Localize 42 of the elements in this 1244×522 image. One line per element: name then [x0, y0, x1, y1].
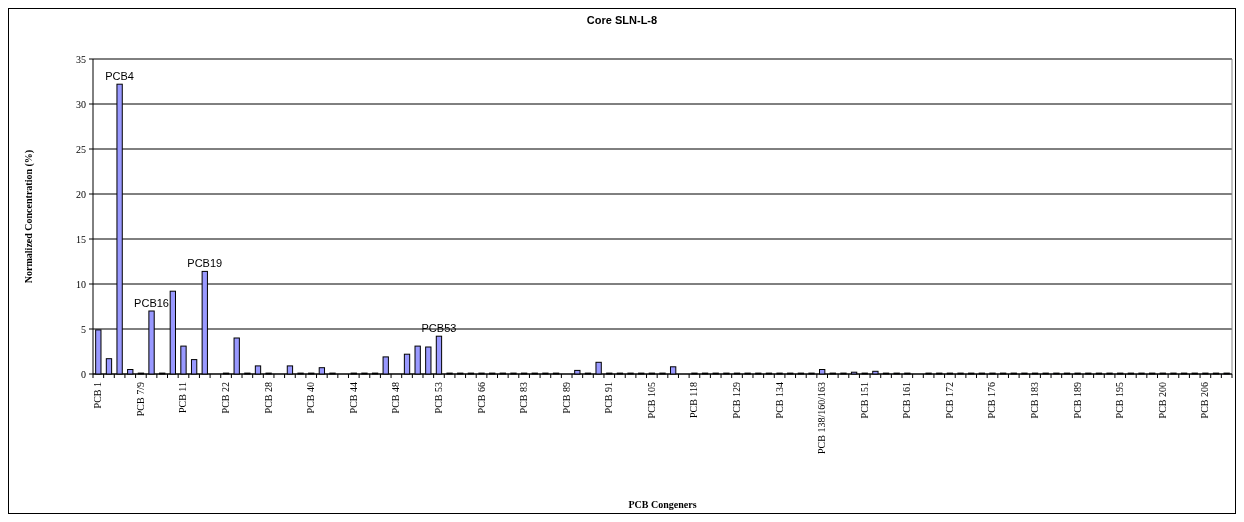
- data-label: PCB16: [134, 297, 169, 309]
- x-axis-title: PCB Congeners: [628, 499, 697, 510]
- y-tick-label: 5: [81, 323, 86, 335]
- x-tick-label: PCB 176: [986, 382, 998, 419]
- data-label: PCB4: [105, 70, 134, 83]
- x-tick-label: PCB 28: [262, 382, 274, 414]
- x-tick-label: PCB 172: [943, 382, 955, 419]
- x-tick-label: PCB 40: [305, 382, 317, 414]
- x-tick-label: PCB 1: [92, 382, 104, 409]
- data-label: PCB19: [187, 257, 223, 270]
- x-tick-label: PCB 66: [475, 382, 487, 414]
- x-tick-label: PCB 89: [560, 382, 572, 414]
- x-tick-label: PCB 129: [731, 382, 743, 419]
- x-tick-label: PCB 138/160/163: [816, 382, 828, 454]
- x-tick-label: PCB 118: [688, 382, 700, 419]
- y-tick-label: 25: [76, 143, 86, 155]
- x-tick-label: PCB 22: [220, 382, 232, 414]
- y-tick-label: 0: [81, 368, 86, 380]
- x-tick-label: PCB 200: [1156, 382, 1168, 419]
- x-tick-label: PCB 134: [773, 382, 785, 419]
- x-tick-label: PCB 189: [1071, 382, 1083, 419]
- x-tick-label: PCB 83: [518, 382, 530, 414]
- y-tick-label: 15: [76, 233, 86, 245]
- y-tick-label: 35: [76, 53, 86, 65]
- x-tick-label: PCB 151: [858, 382, 870, 419]
- y-tick-label: 20: [76, 188, 86, 200]
- chart-title: Core SLN-L-8: [586, 14, 658, 26]
- x-tick-label: PCB 91: [603, 382, 615, 414]
- x-tick-label: PCB 7/9: [134, 382, 146, 417]
- x-tick-label: PCB 105: [645, 382, 657, 419]
- data-label: PCB53: [421, 322, 457, 335]
- x-tick-label: PCB 206: [1199, 382, 1211, 419]
- x-tick-label: PCB 48: [390, 382, 402, 414]
- y-axis-title: Normalized Concentration (%): [23, 149, 35, 284]
- x-tick-label: PCB 161: [901, 382, 913, 419]
- x-tick-label: PCB 183: [1029, 382, 1041, 419]
- y-tick-label: 30: [76, 98, 86, 110]
- y-tick-label: 10: [76, 278, 86, 290]
- x-tick-label: PCB 11: [177, 382, 189, 414]
- x-tick-label: PCB 195: [1114, 382, 1126, 419]
- x-tick-label: PCB 44: [347, 382, 359, 414]
- x-tick-label: PCB 53: [432, 382, 444, 414]
